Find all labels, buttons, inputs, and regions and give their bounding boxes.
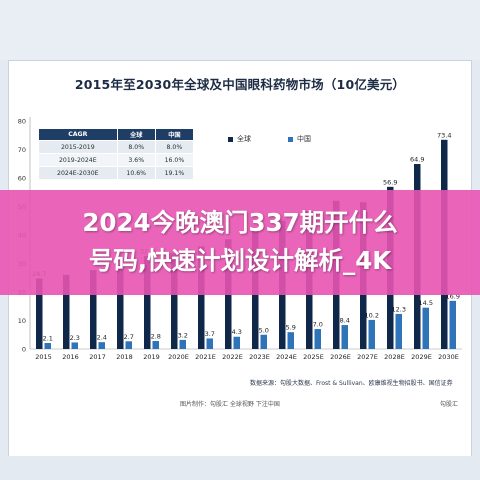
data-label-global: 73.4 (437, 131, 451, 139)
data-label-china: 2.4 (97, 334, 107, 342)
bar-global (90, 270, 97, 349)
data-label-china: 8.4 (340, 317, 350, 325)
footer-right: 勾股汇 (440, 401, 459, 408)
cagr-header-cell: CAGR (38, 128, 118, 141)
x-tick-label: 2030E (438, 353, 459, 361)
bar-china (341, 325, 348, 349)
bar-china (125, 341, 132, 349)
bar-china (287, 332, 294, 349)
bar-global (36, 278, 43, 349)
data-label-china: 16.9 (446, 292, 460, 300)
cagr-global: 10.6% (116, 166, 156, 180)
top-band (0, 0, 480, 60)
cagr-global: 3.6% (116, 153, 156, 167)
cagr-header-cell: 全球 (116, 128, 156, 141)
bar-global (117, 264, 124, 349)
x-tick-label: 2021E (195, 353, 216, 361)
bar-china (44, 343, 51, 349)
promo-banner: 2024今晚澳门337期开什么 号码,快速计划设计解析_4K (0, 190, 480, 295)
data-label-china: 2.1 (43, 335, 53, 343)
y-tick-label: 0 (22, 346, 26, 354)
bottom-strip (0, 456, 480, 480)
x-tick-label: 2028E (384, 353, 405, 361)
cagr-global: 8.0% (116, 140, 156, 154)
bar-china (98, 342, 105, 349)
cagr-china: 19.1% (154, 166, 195, 180)
y-tick-label: 80 (18, 118, 26, 126)
x-tick-label: 2023E (249, 353, 270, 361)
bar-china (206, 338, 213, 349)
legend-china-swatch (288, 136, 293, 142)
data-label-global: 56.9 (383, 178, 397, 186)
bar-global (144, 255, 151, 349)
legend-global: 全球 (228, 134, 251, 144)
chart-title: 2015年至2030年全球及中国眼科药物市场（10亿美元） (74, 77, 406, 92)
data-label-china: 2.8 (151, 333, 161, 341)
data-label-china: 3.7 (205, 330, 215, 338)
table-row: 2024E-2030E 10.6% 19.1% (38, 166, 195, 180)
x-tick-label: 2016 (62, 353, 79, 361)
data-label-global: 64.9 (410, 156, 424, 164)
x-tick-label: 2025E (303, 353, 324, 361)
x-tick-label: 2019 (143, 353, 160, 361)
x-tick-label: 2026E (330, 353, 351, 361)
bar-china (314, 329, 321, 349)
bar-china (260, 334, 267, 349)
data-label-china: 12.3 (392, 305, 406, 313)
data-label-china: 7.0 (313, 321, 323, 329)
bar-china (152, 341, 159, 349)
data-label-china: 14.5 (419, 299, 433, 307)
bar-china (179, 339, 186, 349)
cagr-period: 2024E-2030E (38, 166, 118, 180)
y-tick-label: 60 (18, 175, 26, 183)
cagr-china: 16.0% (154, 153, 195, 167)
x-tick-label: 2022E (222, 353, 243, 361)
cagr-header-row: CAGR 全球 中国 (38, 128, 195, 141)
y-tick-label: 10 (18, 317, 26, 325)
bar-china (233, 336, 240, 349)
table-row: 2019-2024E 3.6% 16.0% (38, 153, 195, 167)
cagr-period: 2019-2024E (38, 153, 118, 167)
data-label-china: 2.7 (124, 333, 134, 341)
bar-china (71, 342, 78, 349)
legend-china-label: 中国 (297, 135, 311, 143)
legend-global-swatch (228, 136, 233, 142)
data-label-china: 5.9 (286, 324, 296, 332)
banner-line-1: 2024今晚澳门337期开什么 (82, 208, 398, 237)
bar-global (63, 274, 70, 349)
legend-china: 中国 (288, 134, 311, 144)
bar-china (449, 300, 456, 349)
table-row: 2015-2019 8.0% 8.0% (38, 140, 195, 154)
x-tick-label: 2027E (357, 353, 378, 361)
x-tick-label: 2017 (89, 353, 106, 361)
source-note: 数据来源：勾股大数据、Frost & Sullivan、欧康维视生物招股书、国信… (250, 380, 453, 387)
data-label-china: 10.2 (365, 311, 379, 319)
cagr-china: 8.0% (154, 140, 195, 154)
x-tick-label: 2015 (35, 353, 52, 361)
banner-line-2: 号码,快速计划设计解析_4K (88, 246, 392, 275)
data-label-china: 4.3 (232, 328, 242, 336)
bar-china (422, 307, 429, 349)
legend-global-label: 全球 (237, 135, 251, 143)
data-label-china: 2.3 (70, 334, 80, 342)
data-label-china: 3.2 (178, 331, 188, 339)
cagr-header-cell: 中国 (154, 128, 195, 141)
bar-global (171, 253, 178, 349)
bar-china (395, 313, 402, 349)
x-tick-label: 2029E (411, 353, 432, 361)
bar-china (368, 319, 375, 349)
data-label-china: 5.0 (259, 326, 269, 334)
bar-global (198, 246, 205, 349)
cagr-table: CAGR 全球 中国 2015-2019 8.0% 8.0% 2019-2024… (38, 128, 195, 180)
x-tick-label: 2024E (276, 353, 297, 361)
x-tick-label: 2020E (168, 353, 189, 361)
y-tick-label: 70 (18, 146, 26, 154)
x-tick-label: 2018 (116, 353, 133, 361)
footer-left: 图片制作：勾股汇 全球视野 下注中国 (180, 401, 280, 408)
cagr-period: 2015-2019 (38, 140, 118, 154)
